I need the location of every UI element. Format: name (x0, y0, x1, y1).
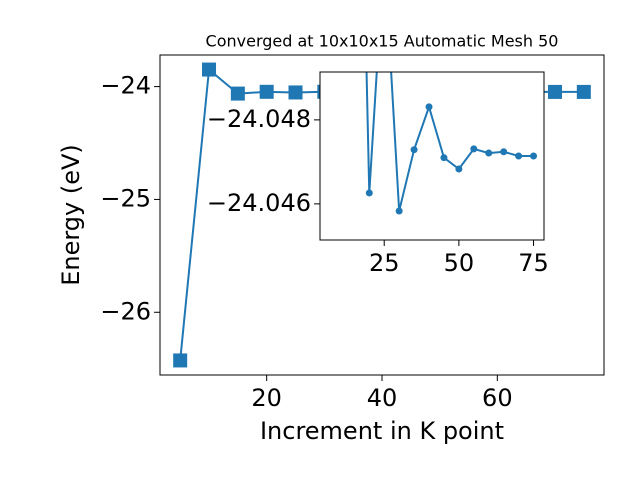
x-tick-label: 60 (482, 384, 513, 412)
marker (202, 62, 217, 77)
marker (515, 152, 523, 160)
x-tick-label: 20 (251, 384, 282, 412)
marker (530, 152, 538, 160)
marker (547, 84, 562, 99)
x-tick-label: 40 (367, 384, 398, 412)
marker (500, 148, 508, 156)
marker (576, 84, 591, 99)
marker (288, 85, 303, 100)
y-tick-label: −24.046 (207, 189, 311, 217)
marker (230, 86, 245, 101)
x-tick-label: 75 (518, 249, 549, 277)
marker (259, 84, 274, 99)
y-axis-label: Energy (eV) (57, 144, 85, 286)
marker (365, 189, 373, 197)
chart-title: Converged at 10x10x15 Automatic Mesh 50 (206, 32, 559, 51)
marker (455, 165, 463, 173)
y-tick-label: −25 (100, 184, 151, 212)
y-tick-label: −26 (100, 297, 151, 325)
x-axis-label: Increment in K point (260, 417, 504, 445)
marker (395, 207, 403, 215)
y-tick-label: −24 (100, 72, 151, 100)
y-tick-label: −24.048 (207, 105, 311, 133)
marker (173, 353, 188, 368)
marker (425, 103, 433, 111)
plot-area (365, 72, 538, 215)
marker (485, 149, 493, 157)
marker (440, 154, 448, 162)
marker (410, 146, 418, 154)
x-tick-label: 50 (444, 249, 475, 277)
axes-frame (159, 54, 605, 376)
marker (470, 145, 478, 153)
inset-background (320, 72, 544, 240)
axes-frame (319, 71, 545, 241)
x-tick-label: 25 (369, 249, 400, 277)
